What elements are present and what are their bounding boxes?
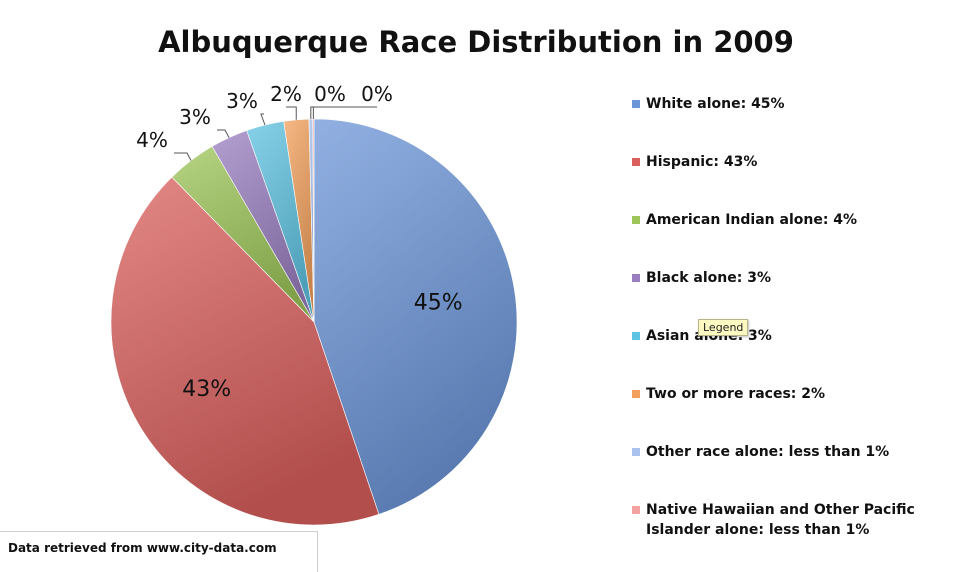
- leader-line-asian-alone: [260, 113, 266, 126]
- source-note: Data retrieved from www.city-data.com: [8, 541, 277, 555]
- leader-line-native-hawaiian-and-other-pacific-islander-alone: [312, 106, 377, 120]
- legend-item-black-alone[interactable]: Black alone: 3%: [632, 268, 946, 288]
- legend-label: American Indian alone: 4%: [646, 212, 858, 228]
- legend-swatch: [632, 390, 640, 398]
- legend-swatch: [632, 448, 640, 456]
- data-label-black-alone: 3%: [179, 105, 211, 129]
- legend-swatch: [632, 332, 640, 340]
- data-label-two-or-more-races: 2%: [270, 82, 302, 106]
- legend-swatch: [632, 100, 640, 108]
- data-labels: 45% 43% 4% 3% 3% 2% 0% 0%: [136, 82, 463, 402]
- legend-item-hispanic[interactable]: Hispanic: 43%: [632, 152, 946, 172]
- data-label-other-race-alone: 0%: [314, 82, 346, 106]
- legend-label: White alone: 45%: [646, 96, 785, 112]
- legend-swatch: [632, 506, 640, 514]
- legend-label: Hispanic: 43%: [646, 154, 758, 170]
- legend-item-other-race-alone[interactable]: Other race alone: less than 1%: [632, 442, 946, 462]
- leader-line-american-indian-alone: [174, 152, 192, 161]
- legend-item-two-or-more-races[interactable]: Two or more races: 2%: [632, 384, 946, 404]
- legend-item-native-hawaiian-and-other-pacific-islander-alone[interactable]: Native Hawaiian and Other Pacific Island…: [632, 500, 946, 540]
- legend-item-american-indian-alone[interactable]: American Indian alone: 4%: [632, 210, 946, 230]
- legend-item-asian-alone[interactable]: Asian alone: 3%: [632, 326, 946, 346]
- slice-native-hawaiian-and-other-pacific-islander-alone[interactable]: [312, 118, 315, 323]
- leader-line-two-or-more-races: [286, 106, 297, 120]
- data-label-asian-alone: 3%: [226, 89, 258, 113]
- leader-line-black-alone: [217, 129, 230, 138]
- legend-item-white-alone[interactable]: White alone: 45%: [632, 94, 946, 114]
- legend-label: Black alone: 3%: [646, 270, 771, 286]
- chart-title: Albuquerque Race Distribution in 2009: [158, 25, 794, 59]
- legend-swatch: [632, 274, 640, 282]
- slice-hispanic[interactable]: [110, 176, 380, 526]
- pie-slices: [110, 118, 518, 526]
- leader-lines: [174, 106, 377, 161]
- data-label-hispanic: 43%: [182, 377, 231, 402]
- legend-swatch: [632, 158, 640, 166]
- data-label-native-hawaiian-and-other-pacific-islander-alone: 0%: [361, 82, 393, 106]
- data-label-white-alone: 45%: [414, 291, 463, 316]
- legend-label: Asian alone: 3%: [646, 328, 772, 344]
- legend-label: Two or more races: 2%: [646, 386, 826, 402]
- slice-white-alone[interactable]: [313, 118, 518, 515]
- legend-tooltip: Legend: [698, 319, 749, 336]
- legend-label: Native Hawaiian and Other Pacific Island…: [646, 502, 915, 538]
- legend-label: Other race alone: less than 1%: [646, 444, 890, 460]
- source-note-box: Data retrieved from www.city-data.com: [0, 531, 318, 572]
- legend-swatch: [632, 216, 640, 224]
- data-label-american-indian-alone: 4%: [136, 128, 168, 152]
